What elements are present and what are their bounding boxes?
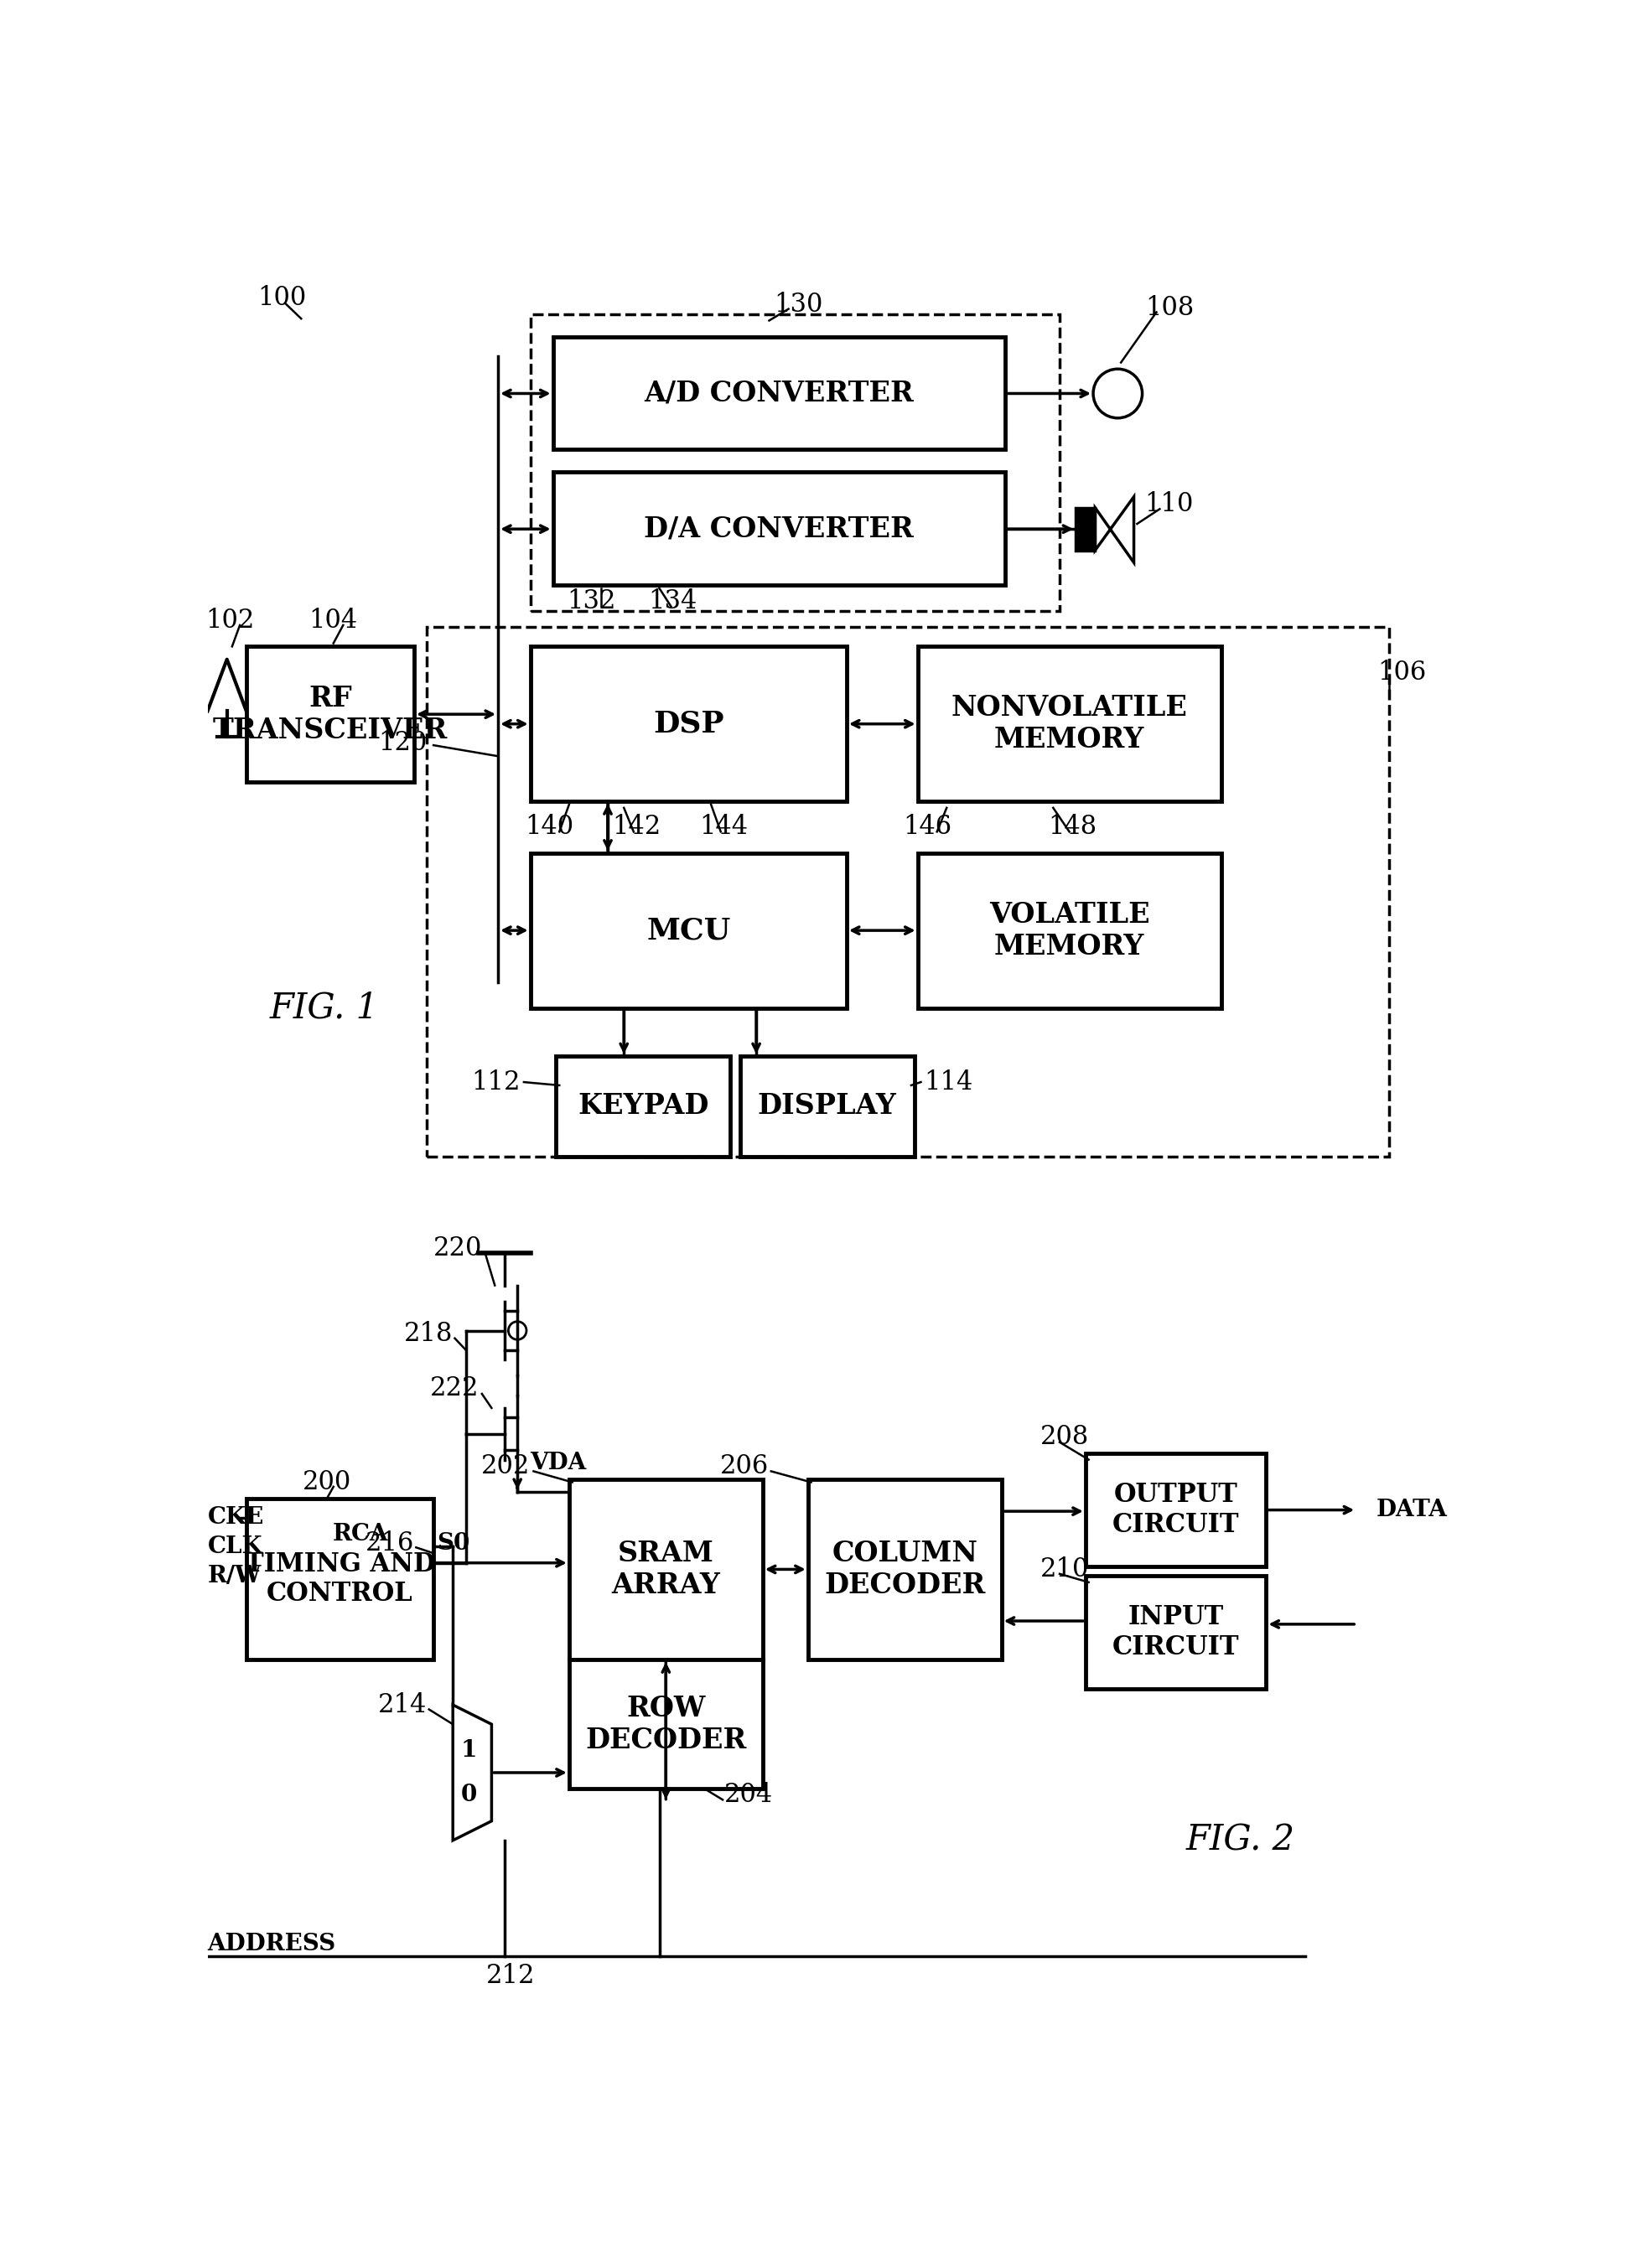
FancyBboxPatch shape (1086, 1454, 1267, 1567)
Text: 114: 114 (925, 1068, 974, 1095)
Text: 208: 208 (1040, 1424, 1089, 1449)
FancyBboxPatch shape (741, 1057, 915, 1157)
Text: CKE: CKE (208, 1506, 264, 1529)
Text: DISPLAY: DISPLAY (757, 1093, 897, 1120)
FancyBboxPatch shape (531, 646, 847, 801)
FancyBboxPatch shape (554, 336, 1004, 449)
FancyBboxPatch shape (246, 1499, 433, 1660)
Text: ROW
DECODER: ROW DECODER (584, 1694, 747, 1753)
Text: FIG. 1: FIG. 1 (269, 991, 378, 1025)
Text: OUTPUT
CIRCUIT: OUTPUT CIRCUIT (1112, 1481, 1239, 1538)
FancyBboxPatch shape (918, 646, 1221, 801)
Text: 202: 202 (482, 1454, 531, 1479)
Text: CLK: CLK (208, 1535, 262, 1558)
Text: 100: 100 (257, 286, 306, 311)
FancyBboxPatch shape (570, 1660, 762, 1789)
Text: 130: 130 (773, 290, 822, 318)
Text: 214: 214 (378, 1692, 427, 1717)
Text: 212: 212 (487, 1962, 536, 1989)
Text: VDA: VDA (531, 1452, 586, 1474)
Text: 210: 210 (1040, 1556, 1089, 1583)
Text: FIG. 2: FIG. 2 (1185, 1823, 1294, 1857)
Text: 120: 120 (378, 730, 427, 755)
Text: DSP: DSP (653, 710, 724, 737)
Text: 148: 148 (1048, 814, 1097, 839)
Text: 146: 146 (904, 814, 952, 839)
Text: SRAM
ARRAY: SRAM ARRAY (612, 1540, 720, 1599)
Text: 142: 142 (612, 814, 661, 839)
Text: 134: 134 (648, 587, 697, 615)
Text: 220: 220 (433, 1236, 482, 1261)
Text: 204: 204 (724, 1783, 773, 1808)
Text: 222: 222 (430, 1377, 479, 1402)
Text: 200: 200 (303, 1470, 352, 1495)
Text: 110: 110 (1144, 492, 1193, 517)
FancyBboxPatch shape (1086, 1576, 1267, 1690)
FancyBboxPatch shape (531, 853, 847, 1007)
Text: D/A CONVERTER: D/A CONVERTER (645, 515, 913, 542)
Text: 104: 104 (309, 608, 358, 633)
Text: VOLATILE
MEMORY: VOLATILE MEMORY (988, 900, 1149, 959)
Text: 0: 0 (461, 1785, 477, 1808)
Text: 108: 108 (1144, 295, 1193, 320)
Text: TIMING AND
CONTROL: TIMING AND CONTROL (244, 1551, 435, 1608)
Text: INPUT
CIRCUIT: INPUT CIRCUIT (1112, 1603, 1239, 1660)
FancyBboxPatch shape (557, 1057, 731, 1157)
FancyBboxPatch shape (554, 472, 1004, 585)
Text: S0: S0 (436, 1533, 469, 1556)
FancyBboxPatch shape (570, 1479, 762, 1660)
FancyBboxPatch shape (246, 646, 414, 782)
Text: RF
TRANSCEIVER: RF TRANSCEIVER (213, 685, 448, 744)
Text: 102: 102 (205, 608, 254, 633)
Text: 132: 132 (567, 587, 615, 615)
Text: COLUMN
DECODER: COLUMN DECODER (824, 1540, 985, 1599)
Text: 218: 218 (404, 1320, 453, 1347)
Text: 144: 144 (700, 814, 749, 839)
Text: KEYPAD: KEYPAD (578, 1093, 708, 1120)
Text: MCU: MCU (646, 916, 731, 946)
Text: NONVOLATILE
MEMORY: NONVOLATILE MEMORY (951, 694, 1187, 753)
Text: A/D CONVERTER: A/D CONVERTER (645, 379, 913, 406)
Text: 206: 206 (720, 1454, 768, 1479)
Text: 140: 140 (526, 814, 575, 839)
Text: 216: 216 (365, 1531, 414, 1556)
Text: 106: 106 (1377, 660, 1426, 685)
FancyBboxPatch shape (1076, 508, 1096, 551)
FancyBboxPatch shape (807, 1479, 1001, 1660)
Text: ADDRESS: ADDRESS (208, 1932, 335, 1955)
Text: R/W: R/W (208, 1565, 262, 1588)
FancyBboxPatch shape (918, 853, 1221, 1007)
Text: RCA: RCA (332, 1522, 389, 1545)
Text: 1: 1 (461, 1740, 477, 1762)
Text: DATA: DATA (1376, 1499, 1447, 1522)
Text: 112: 112 (472, 1068, 521, 1095)
